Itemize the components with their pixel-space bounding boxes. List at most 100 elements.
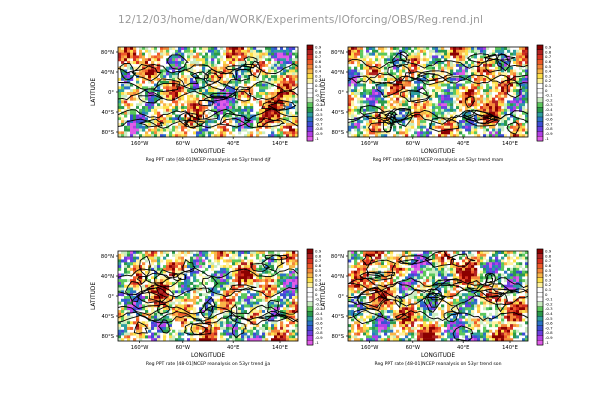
- heatmap-cell: [172, 120, 176, 124]
- heatmap-cell: [292, 281, 296, 285]
- heatmap-cell: [145, 273, 149, 277]
- heatmap-cell: [148, 83, 152, 87]
- contour-line: [463, 109, 494, 122]
- heatmap-cell: [136, 262, 140, 266]
- heatmap-cell: [127, 265, 131, 269]
- heatmap-cell: [175, 83, 179, 87]
- heatmap-cell: [238, 253, 242, 257]
- heatmap-cell: [253, 72, 257, 76]
- heatmap-cell: [196, 134, 200, 138]
- heatmap-cell: [178, 92, 182, 96]
- contour-line: [117, 63, 299, 75]
- heatmap-cell: [223, 326, 227, 330]
- heatmap-cell: [402, 100, 406, 104]
- heatmap-cell: [244, 304, 248, 308]
- heatmap-cell: [142, 253, 146, 257]
- heatmap-cell: [471, 69, 475, 73]
- heatmap-cell: [504, 120, 508, 124]
- heatmap-cell: [522, 52, 526, 56]
- heatmap-cell: [277, 77, 281, 81]
- heatmap-cell: [522, 86, 526, 90]
- heatmap-cell: [277, 287, 281, 291]
- heatmap-cell: [516, 134, 520, 138]
- heatmap-cell: [211, 128, 215, 132]
- heatmap-cell: [274, 301, 278, 305]
- heatmap-cell: [420, 69, 424, 73]
- colorbar-swatch: [536, 112, 544, 118]
- heatmap-cell: [151, 279, 155, 283]
- heatmap-cell: [214, 66, 218, 70]
- heatmap-cell: [441, 120, 445, 124]
- heatmap-cell: [280, 321, 284, 325]
- heatmap-cell: [253, 315, 257, 319]
- heatmap-cell: [235, 83, 239, 87]
- heatmap-cell: [444, 117, 448, 121]
- heatmap-cell: [274, 52, 278, 56]
- x-tick-label: 140°E: [272, 141, 288, 147]
- heatmap-cell: [226, 293, 230, 297]
- heatmap-cell: [292, 284, 296, 288]
- heatmap-cell: [262, 63, 266, 67]
- heatmap-cell: [181, 324, 185, 328]
- heatmap-cell: [259, 338, 263, 342]
- heatmap-cell: [411, 61, 415, 65]
- heatmap-cell: [124, 94, 128, 98]
- heatmap-cell: [121, 89, 125, 93]
- heatmap-cell: [480, 106, 484, 110]
- heatmap-cell: [477, 125, 481, 129]
- heatmap-cell: [220, 307, 224, 311]
- heatmap-cell: [154, 301, 158, 305]
- heatmap-cell: [429, 52, 433, 56]
- heatmap-cell: [369, 92, 373, 96]
- heatmap-cell: [351, 117, 355, 121]
- heatmap-cell: [193, 276, 197, 280]
- heatmap-cell: [411, 103, 415, 107]
- heatmap-cell: [121, 47, 125, 51]
- heatmap-cell: [175, 332, 179, 336]
- heatmap-cell: [187, 63, 191, 67]
- heatmap-cell: [450, 47, 454, 51]
- heatmap-cell: [501, 117, 505, 121]
- heatmap-cell: [202, 259, 206, 263]
- heatmap-cell: [238, 131, 242, 135]
- heatmap-cell: [268, 94, 272, 98]
- heatmap-cell: [462, 120, 466, 124]
- heatmap-cell: [172, 103, 176, 107]
- heatmap-cell: [214, 307, 218, 311]
- heatmap-cell: [435, 94, 439, 98]
- heatmap-cell: [151, 92, 155, 96]
- heatmap-cell: [217, 256, 221, 260]
- colorbar-swatch: [306, 311, 314, 317]
- heatmap-cell: [133, 47, 137, 51]
- heatmap-cell: [205, 89, 209, 93]
- heatmap-cell: [259, 310, 263, 314]
- heatmap-cell: [130, 273, 134, 277]
- heatmap-cell: [256, 284, 260, 288]
- heatmap-cell: [492, 75, 496, 79]
- heatmap-cell: [384, 72, 388, 76]
- heatmap-cell: [432, 106, 436, 110]
- heatmap-cell: [268, 262, 272, 266]
- heatmap-cell: [268, 58, 272, 62]
- heatmap-cell: [169, 83, 173, 87]
- heatmap-cell: [498, 55, 502, 59]
- heatmap-cell: [372, 120, 376, 124]
- heatmap-cell: [145, 307, 149, 311]
- heatmap-cell: [268, 326, 272, 330]
- heatmap-cell: [351, 83, 355, 87]
- heatmap-cell: [498, 100, 502, 104]
- heatmap-cell: [432, 49, 436, 53]
- heatmap-cell: [136, 61, 140, 65]
- colorbar-swatch: [306, 263, 314, 269]
- heatmap-cell: [292, 94, 296, 98]
- heatmap-cell: [199, 256, 203, 260]
- heatmap-cell: [172, 284, 176, 288]
- heatmap-cell: [229, 120, 233, 124]
- heatmap-cell: [208, 329, 212, 333]
- heatmap-cell: [286, 287, 290, 291]
- heatmap-cell: [136, 106, 140, 110]
- heatmap-cell: [363, 63, 367, 67]
- heatmap-cell: [274, 58, 278, 62]
- heatmap-cell: [372, 92, 376, 96]
- heatmap-cell: [399, 75, 403, 79]
